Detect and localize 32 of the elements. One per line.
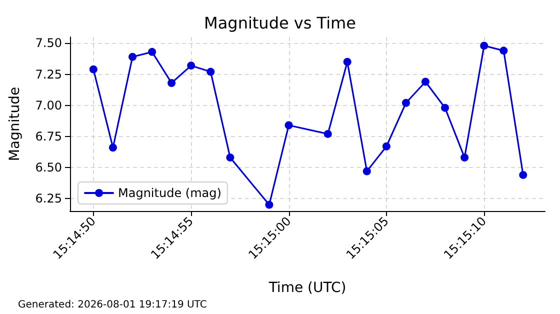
point: [343, 58, 352, 66]
point: [519, 170, 528, 179]
chart-title: Magnitude vs Time: [204, 14, 356, 32]
point: [460, 154, 469, 162]
y-axis-title: Magnitude: [7, 86, 23, 162]
point: [480, 42, 488, 50]
point: [382, 142, 390, 150]
y-tick-label: 6.25: [35, 192, 62, 206]
point: [362, 167, 371, 176]
point: [226, 154, 234, 162]
point: [108, 144, 117, 152]
point: [187, 62, 196, 70]
point: [206, 68, 215, 76]
y-tick-label: 7.00: [35, 98, 62, 112]
y-tick-label: 7.25: [35, 67, 62, 82]
point: [168, 78, 176, 87]
point: [284, 121, 293, 130]
point: [265, 200, 274, 209]
y-tick-label: 6.75: [35, 129, 62, 144]
point: [148, 48, 156, 56]
point: [324, 130, 332, 138]
point: [441, 104, 450, 112]
point: [89, 65, 98, 74]
point: [500, 46, 508, 55]
y-tick-label: 7.50: [35, 36, 62, 50]
legend-label: Magnitude (mag): [118, 186, 222, 200]
point: [421, 78, 430, 86]
x-axis-title: Time (UTC): [268, 280, 346, 296]
point: [128, 52, 137, 61]
y-tick-label: 6.50: [35, 160, 62, 174]
text: Generated: 2026-08-01 19:17:19 UTC: [18, 300, 207, 310]
point: [402, 98, 410, 107]
